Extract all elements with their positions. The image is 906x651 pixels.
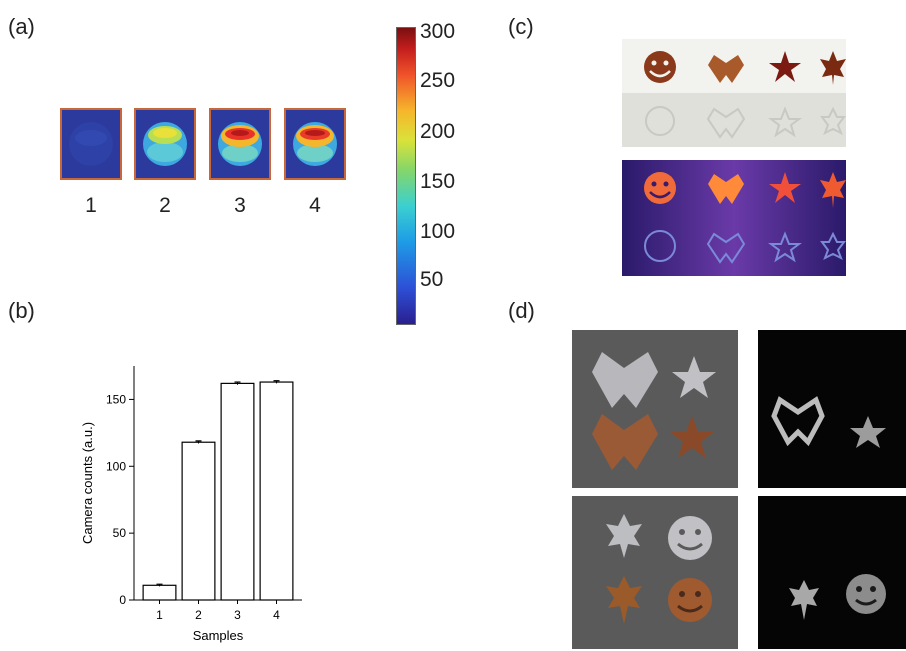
bar (142, 584, 177, 601)
image-d-top-right (758, 330, 906, 488)
thermal-label-3: 3 (234, 194, 246, 217)
colorbar (396, 27, 416, 325)
colorbar-tick-300: 300 (420, 20, 456, 43)
chart-marks: 0 50 100 150 1 2 3 4 (106, 380, 294, 622)
photo-d-top-left (572, 330, 738, 488)
photo-daylight-shapes (622, 39, 846, 147)
thermal-label-1: 1 (85, 194, 97, 217)
x-tick-label: 2 (195, 608, 202, 622)
x-axis-title: Samples (193, 628, 244, 643)
bar-chart: 0 50 100 150 1 2 3 4 Samples Camera counts (a.u… (70, 350, 370, 646)
thermal-image-4 (284, 108, 346, 180)
x-tick-label: 3 (234, 608, 241, 622)
bar-chart-svg: 0 50 100 150 1 2 3 4 Samples Camera counts (a.u… (80, 366, 302, 643)
thermal-label-4: 4 (309, 194, 321, 217)
thermal-label-2: 2 (159, 194, 171, 217)
thermal-image-1 (60, 108, 122, 180)
panel-label-b: (b) (8, 298, 35, 323)
panel-label-d: (d) (508, 298, 535, 323)
thermal-image-3 (209, 108, 271, 180)
bar (220, 382, 255, 601)
photo-d-bottom-left (572, 496, 738, 649)
image-d-bottom-right (758, 496, 906, 649)
bar (181, 441, 216, 601)
colorbar-tick-100: 100 (420, 220, 456, 243)
panel-label-a: (a) (8, 14, 35, 39)
y-tick-label: 150 (106, 392, 126, 406)
y-tick-label: 100 (106, 459, 126, 473)
colorbar-tick-200: 200 (420, 120, 456, 143)
y-axis-title: Camera counts (a.u.) (80, 422, 95, 544)
y-tick-label: 0 (119, 593, 126, 607)
photo-uv-shapes (622, 160, 846, 276)
x-tick-label: 1 (156, 608, 163, 622)
colorbar-tick-250: 250 (420, 69, 456, 92)
y-tick-label: 50 (113, 526, 127, 540)
colorbar-tick-50: 50 (420, 268, 444, 291)
x-tick-label: 4 (273, 608, 280, 622)
bar (259, 381, 294, 601)
panel-label-c: (c) (508, 14, 534, 39)
thermal-image-2 (134, 108, 196, 180)
colorbar-tick-150: 150 (420, 170, 456, 193)
